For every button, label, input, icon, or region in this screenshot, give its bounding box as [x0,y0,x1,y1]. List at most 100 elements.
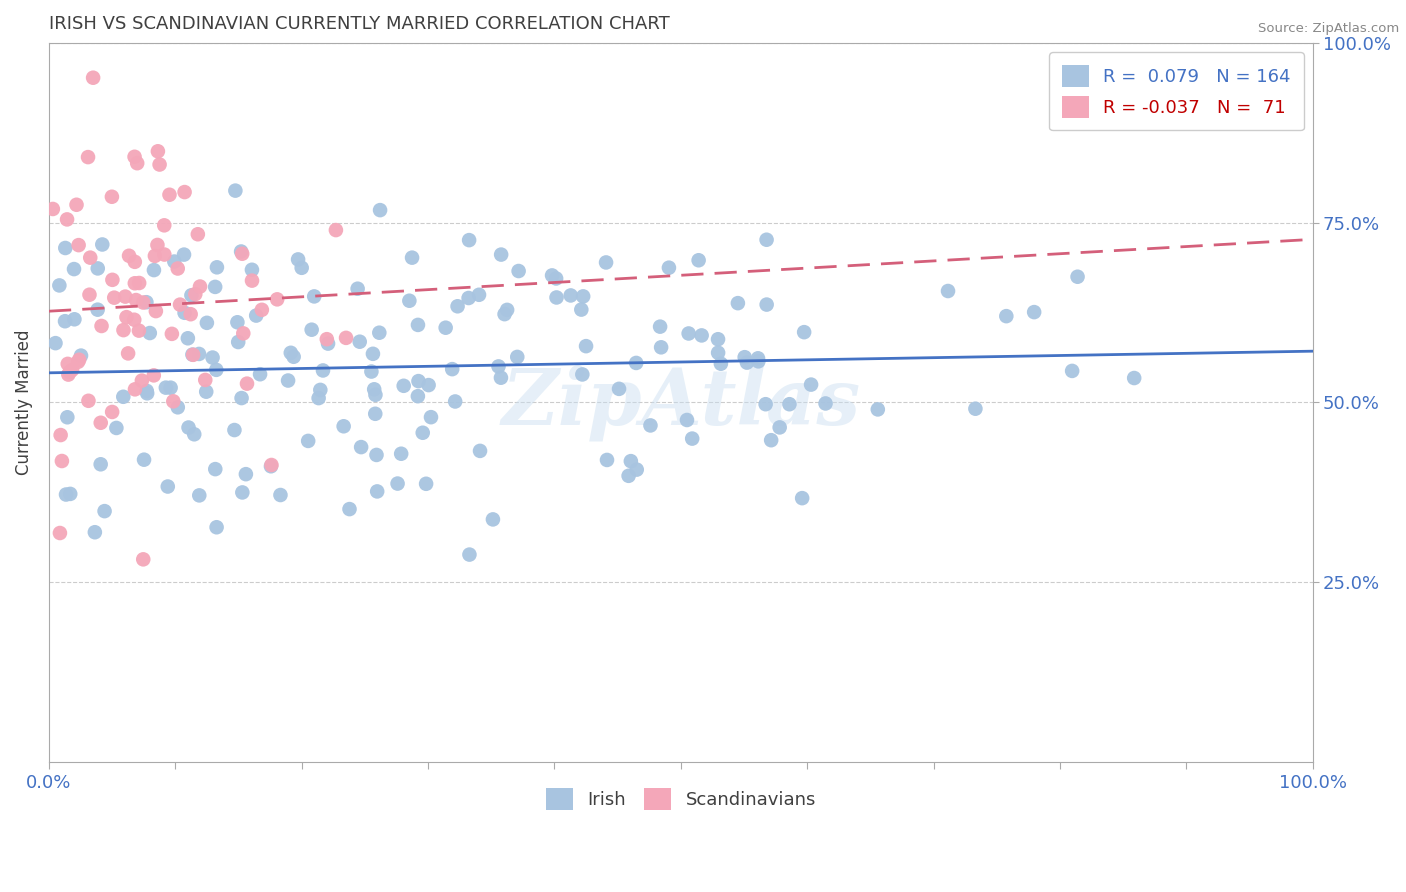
Point [146,238,169,252]
Point [136,386,159,401]
Point [406,318,429,332]
Point [291,260,314,275]
Point [132,295,155,310]
Point [607,382,630,396]
Point [312,363,335,377]
Point [747,354,769,368]
Point [965,401,987,416]
Point [418,378,440,392]
Point [63,312,86,326]
Point [681,432,703,446]
Point [125,293,148,307]
Point [173,306,195,320]
Point [245,309,267,323]
Point [482,512,505,526]
Point [349,334,371,349]
Point [755,233,778,247]
Point [793,325,815,339]
Point [188,347,211,361]
Point [595,255,617,269]
Point [201,351,224,365]
Point [153,219,176,233]
Point [163,254,186,268]
Point [707,345,730,359]
Point [569,302,592,317]
Point [640,418,662,433]
Point [325,223,347,237]
Point [496,302,519,317]
Point [346,282,368,296]
Point [240,274,263,288]
Point [650,340,672,354]
Point [83,525,105,540]
Point [250,302,273,317]
Point [112,390,135,404]
Point [53,314,76,328]
Point [60,363,83,377]
Text: IRISH VS SCANDINAVIAN CURRENTLY MARRIED CORRELATION CHART: IRISH VS SCANDINAVIAN CURRENTLY MARRIED … [49,15,669,33]
Point [135,384,157,398]
Point [727,296,749,310]
Point [617,468,640,483]
Point [488,359,510,374]
Point [792,491,814,505]
Point [231,485,253,500]
Point [132,552,155,566]
Point [173,247,195,261]
Point [287,252,309,267]
Point [866,402,889,417]
Point [82,70,104,85]
Point [626,462,648,476]
Point [224,184,246,198]
Point [153,247,176,261]
Point [658,260,681,275]
Point [173,185,195,199]
Point [142,368,165,383]
Point [546,271,568,285]
Point [177,420,200,434]
Point [49,428,72,442]
Point [398,293,420,308]
Point [145,304,167,318]
Point [156,479,179,493]
Point [368,326,391,340]
Point [226,334,249,349]
Point [67,352,90,367]
Point [56,410,79,425]
Point [260,458,283,472]
Point [389,447,412,461]
Point [366,448,388,462]
Point [734,350,756,364]
Point [42,202,65,216]
Point [143,249,166,263]
Point [364,388,387,402]
Point [48,278,70,293]
Point [620,454,643,468]
Point [1066,269,1088,284]
Point [135,295,157,310]
Point [122,312,145,326]
Point [755,297,778,311]
Point [444,394,467,409]
Text: ZipAtlas: ZipAtlas [501,364,860,441]
Point [169,298,191,312]
Point [735,355,758,369]
Point [236,376,259,391]
Point [77,393,100,408]
Point [648,319,671,334]
Point [65,198,87,212]
Point [63,262,86,277]
Point [146,145,169,159]
Point [90,416,112,430]
Point [335,331,357,345]
Point [457,291,479,305]
Point [412,425,434,440]
Point [204,462,226,476]
Point [205,260,228,275]
Point [560,288,582,302]
Point [90,318,112,333]
Point [56,212,79,227]
Point [315,332,337,346]
Point [575,339,598,353]
Point [458,233,481,247]
